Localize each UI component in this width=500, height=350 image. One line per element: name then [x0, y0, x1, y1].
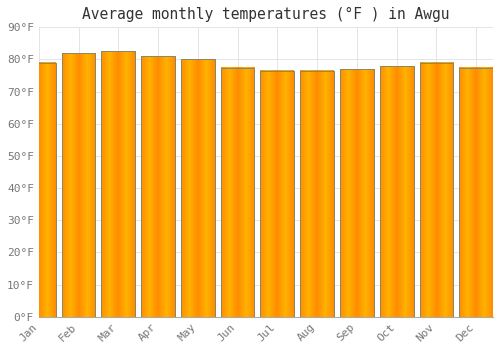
Bar: [460, 68, 493, 317]
Bar: [181, 60, 214, 317]
Bar: [420, 63, 454, 317]
Bar: [380, 66, 414, 317]
Bar: [300, 71, 334, 317]
Bar: [141, 56, 175, 317]
Bar: [220, 68, 254, 317]
Bar: [102, 51, 135, 317]
Bar: [141, 56, 175, 317]
Bar: [460, 68, 493, 317]
Bar: [181, 60, 214, 317]
Bar: [22, 63, 56, 317]
Bar: [62, 53, 96, 317]
Bar: [220, 68, 254, 317]
Bar: [420, 63, 454, 317]
Bar: [340, 69, 374, 317]
Bar: [102, 51, 135, 317]
Bar: [62, 53, 96, 317]
Bar: [300, 71, 334, 317]
Bar: [340, 69, 374, 317]
Bar: [260, 71, 294, 317]
Title: Average monthly temperatures (°F ) in Awgu: Average monthly temperatures (°F ) in Aw…: [82, 7, 450, 22]
Bar: [22, 63, 56, 317]
Bar: [380, 66, 414, 317]
Bar: [260, 71, 294, 317]
